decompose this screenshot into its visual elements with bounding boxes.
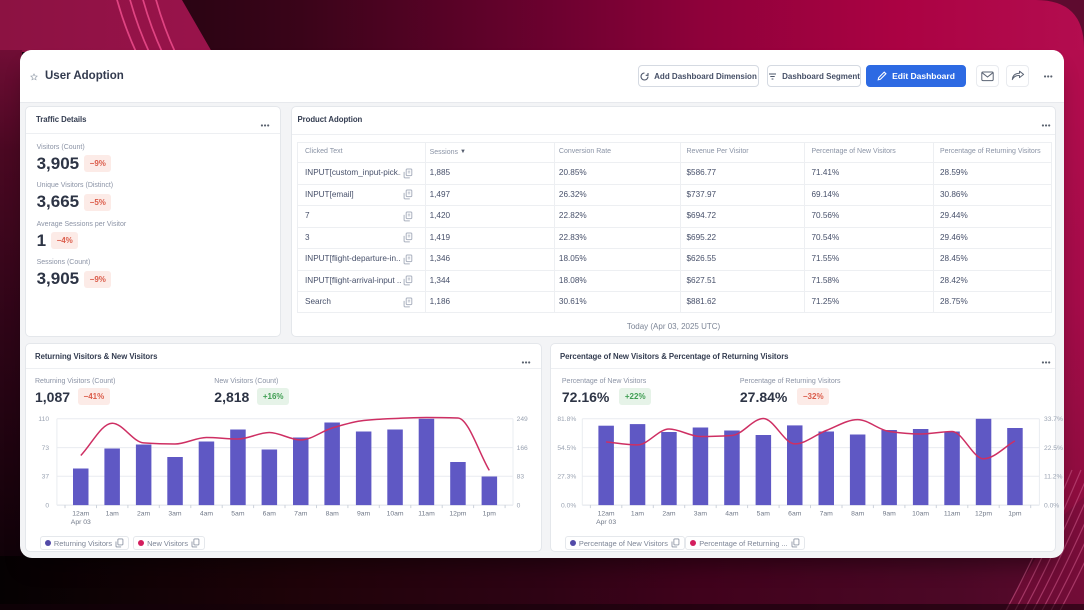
svg-text:Apr 03: Apr 03	[71, 519, 91, 526]
svg-text:33.7%: 33.7%	[1044, 416, 1063, 423]
svg-text:166: 166	[517, 445, 528, 452]
svg-text:3am: 3am	[694, 511, 708, 518]
svg-text:37: 37	[42, 474, 50, 481]
svg-text:10am: 10am	[912, 511, 929, 518]
svg-text:2am: 2am	[137, 511, 151, 518]
svg-text:110: 110	[38, 416, 49, 423]
svg-text:1pm: 1pm	[1008, 511, 1022, 518]
svg-text:54.5%: 54.5%	[557, 445, 576, 452]
svg-text:12pm: 12pm	[975, 511, 992, 518]
svg-text:249: 249	[517, 416, 528, 423]
svg-text:83: 83	[517, 474, 525, 481]
svg-text:1pm: 1pm	[483, 511, 497, 518]
svg-text:6am: 6am	[263, 511, 277, 518]
svg-text:1am: 1am	[106, 511, 120, 518]
svg-text:8am: 8am	[326, 511, 340, 518]
svg-text:27.3%: 27.3%	[557, 474, 576, 481]
svg-text:0.0%: 0.0%	[561, 502, 576, 509]
svg-text:4am: 4am	[725, 511, 739, 518]
svg-text:9am: 9am	[883, 511, 897, 518]
svg-text:0.0%: 0.0%	[1044, 502, 1059, 509]
svg-text:12am: 12am	[598, 511, 615, 518]
svg-text:10am: 10am	[387, 511, 404, 518]
svg-text:1am: 1am	[631, 511, 645, 518]
svg-text:81.8%: 81.8%	[557, 416, 576, 423]
svg-text:4am: 4am	[200, 511, 214, 518]
svg-text:0: 0	[517, 502, 521, 509]
svg-text:11.2%: 11.2%	[1044, 474, 1063, 481]
svg-text:7am: 7am	[820, 511, 834, 518]
svg-text:7am: 7am	[294, 511, 308, 518]
svg-text:12pm: 12pm	[449, 511, 466, 518]
svg-text:5am: 5am	[231, 511, 245, 518]
svg-text:73: 73	[42, 445, 50, 452]
svg-text:6am: 6am	[788, 511, 802, 518]
svg-text:11am: 11am	[418, 511, 435, 518]
svg-text:12am: 12am	[72, 511, 89, 518]
svg-text:3am: 3am	[168, 511, 182, 518]
svg-text:11am: 11am	[944, 511, 961, 518]
svg-text:22.5%: 22.5%	[1044, 445, 1063, 452]
svg-text:0: 0	[45, 502, 49, 509]
svg-text:9am: 9am	[357, 511, 371, 518]
svg-text:5am: 5am	[757, 511, 771, 518]
svg-text:2am: 2am	[662, 511, 676, 518]
svg-text:Apr 03: Apr 03	[596, 519, 616, 526]
svg-text:8am: 8am	[851, 511, 865, 518]
